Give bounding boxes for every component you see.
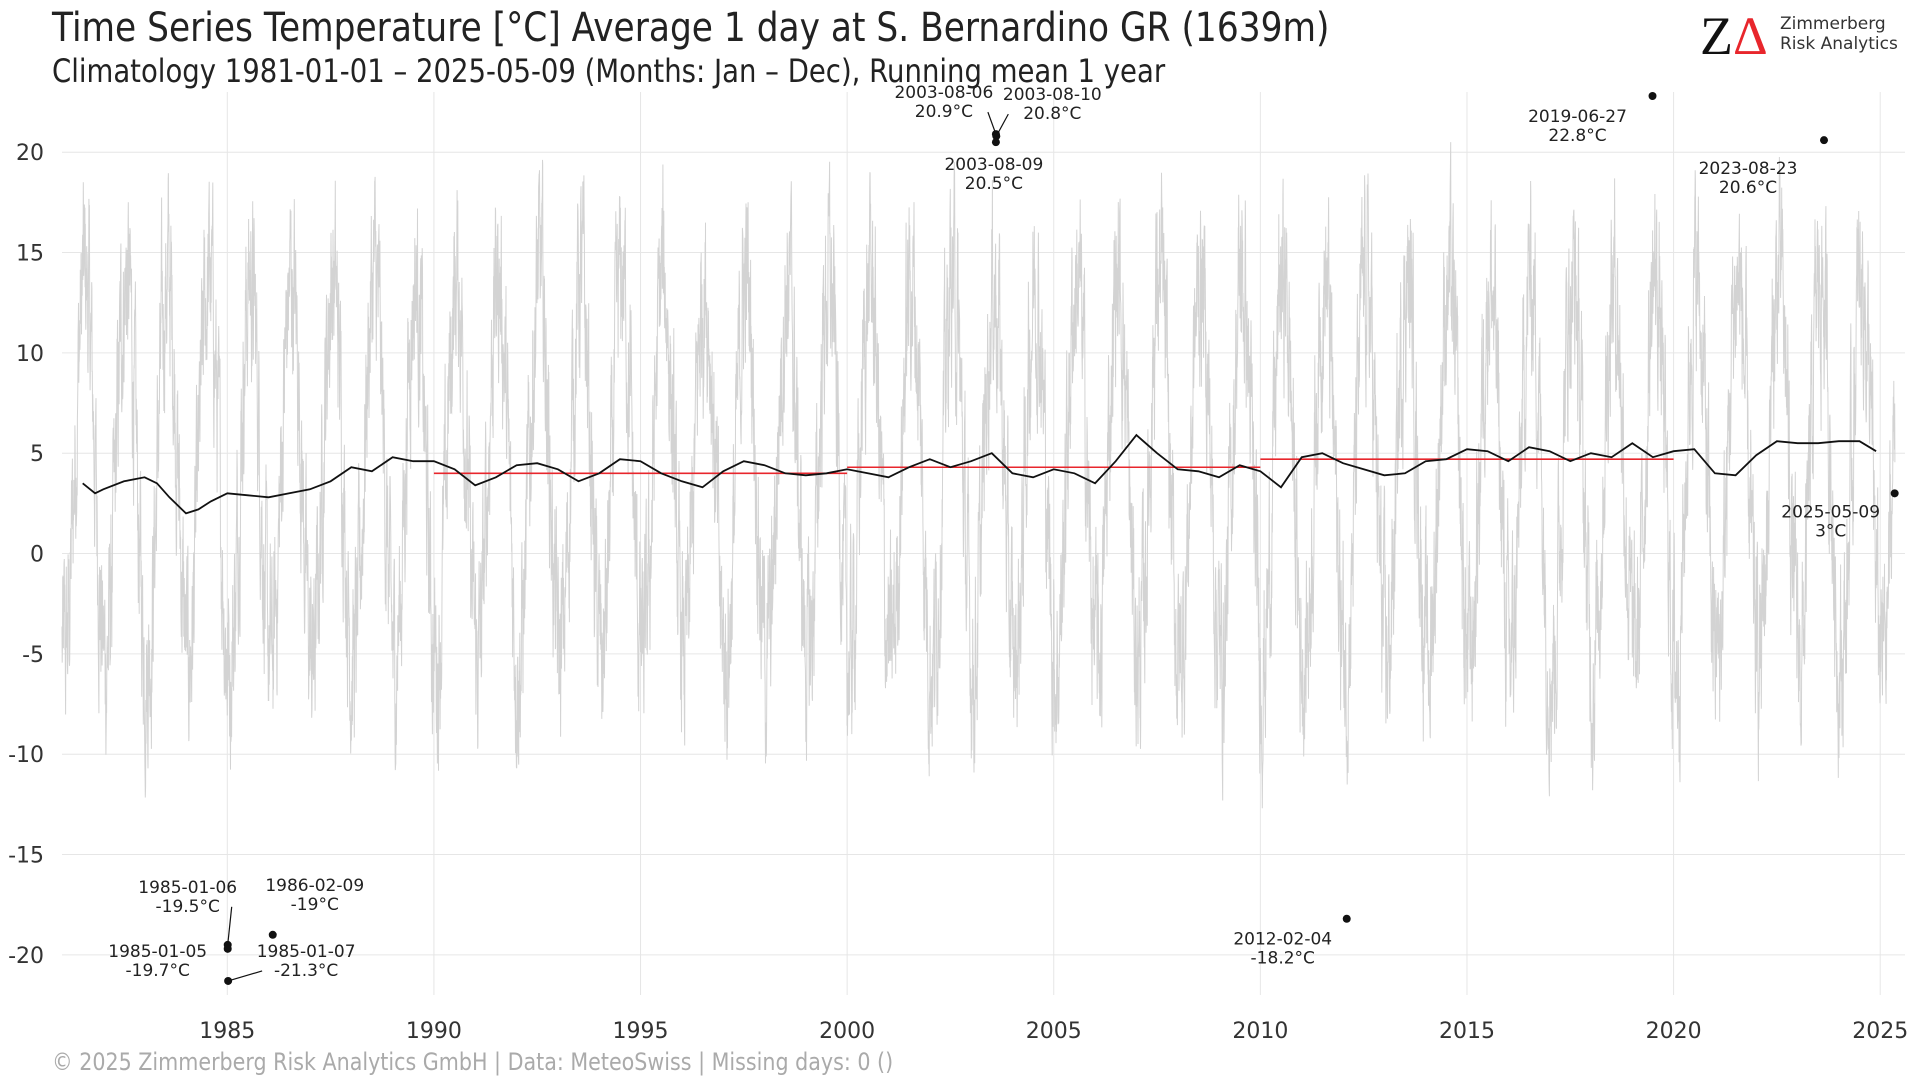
logo-text-line2: Risk Analytics bbox=[1780, 34, 1898, 54]
annotation-date-label: 1985-01-05 bbox=[108, 942, 207, 962]
y-tick-label: 0 bbox=[30, 543, 44, 568]
y-tick-label: 20 bbox=[16, 141, 44, 166]
logo-mark: ZΔ bbox=[1700, 8, 1768, 64]
annotation-point bbox=[1820, 136, 1829, 145]
x-tick-label: 2010 bbox=[1232, 1019, 1288, 1044]
y-tick-label: 15 bbox=[16, 242, 44, 267]
annotation-value-label: 20.9°C bbox=[915, 102, 973, 122]
annotation-value-label: -19.5°C bbox=[156, 897, 220, 917]
annotation-value-label: -19°C bbox=[291, 895, 339, 915]
annotation-leader-line bbox=[227, 906, 233, 945]
annotation-point bbox=[992, 132, 1001, 141]
x-tick-label: 2005 bbox=[1026, 1019, 1082, 1044]
annotation-date-label: 2003-08-09 bbox=[944, 155, 1043, 175]
x-tick-label: 2015 bbox=[1439, 1019, 1495, 1044]
daily-temperature-series bbox=[61, 142, 1896, 809]
annotation-point bbox=[1342, 914, 1351, 923]
annotation-date-label: 2003-08-06 bbox=[894, 83, 993, 103]
annotation-point bbox=[1890, 489, 1899, 498]
y-tick-label: -20 bbox=[8, 944, 44, 969]
annotation-date-label: 2025-05-09 bbox=[1781, 502, 1880, 522]
x-tick-label: 2020 bbox=[1646, 1019, 1702, 1044]
annotation-point bbox=[268, 930, 277, 939]
annotation-leader-line bbox=[227, 970, 263, 982]
annotation-date-label: 1985-01-07 bbox=[257, 942, 356, 962]
logo-mark-z: Z bbox=[1700, 6, 1733, 66]
running-mean-line bbox=[82, 433, 1877, 515]
annotation-value-label: 20.5°C bbox=[965, 174, 1023, 194]
annotation-value-label: 22.8°C bbox=[1548, 126, 1606, 146]
y-tick-label: -5 bbox=[22, 643, 44, 668]
y-tick-label: -15 bbox=[8, 844, 44, 869]
annotation-point bbox=[224, 976, 233, 985]
annotation-point bbox=[1648, 92, 1657, 101]
annotation-date-label: 1985-01-06 bbox=[138, 878, 237, 898]
annotation-point bbox=[991, 138, 1000, 147]
logo-text-line1: Zimmerberg bbox=[1780, 14, 1886, 34]
annotation-date-label: 1986-02-09 bbox=[265, 876, 364, 896]
logo-text: Zimmerberg Risk Analytics bbox=[1780, 14, 1898, 54]
annotation-value-label: 20.8°C bbox=[1023, 104, 1081, 124]
annotation-value-label: 20.6°C bbox=[1719, 178, 1777, 198]
x-tick-label: 2025 bbox=[1852, 1019, 1908, 1044]
footer-credit: © 2025 Zimmerberg Risk Analytics GmbH | … bbox=[52, 1048, 894, 1076]
y-tick-label: 10 bbox=[16, 342, 44, 367]
y-tick-label: 5 bbox=[30, 442, 44, 467]
annotation-date-label: 2019-06-27 bbox=[1528, 107, 1627, 127]
annotation-value-label: -21.3°C bbox=[274, 961, 338, 981]
x-tick-label: 2000 bbox=[819, 1019, 875, 1044]
x-tick-label: 1995 bbox=[613, 1019, 669, 1044]
annotation-value-label: -18.2°C bbox=[1251, 949, 1315, 969]
annotation-value-label: -19.7°C bbox=[126, 961, 190, 981]
chart-title: Time Series Temperature [°C] Average 1 d… bbox=[52, 5, 1330, 51]
chart-subtitle: Climatology 1981-01-01 – 2025-05-09 (Mon… bbox=[52, 52, 1166, 90]
logo-mark-delta: Δ bbox=[1733, 6, 1768, 66]
annotation-date-label: 2023-08-23 bbox=[1699, 159, 1798, 179]
annotation-leader-line bbox=[995, 113, 1009, 137]
company-logo: ZΔ Zimmerberg Risk Analytics bbox=[1700, 8, 1900, 64]
annotation-date-label: 2012-02-04 bbox=[1233, 930, 1332, 950]
annotation-date-label: 2003-08-10 bbox=[1003, 85, 1102, 105]
annotation-value-label: 3°C bbox=[1815, 521, 1846, 541]
annotation-point bbox=[223, 944, 232, 953]
y-tick-label: -10 bbox=[8, 743, 44, 768]
x-tick-label: 1985 bbox=[199, 1019, 255, 1044]
x-tick-label: 1990 bbox=[406, 1019, 462, 1044]
